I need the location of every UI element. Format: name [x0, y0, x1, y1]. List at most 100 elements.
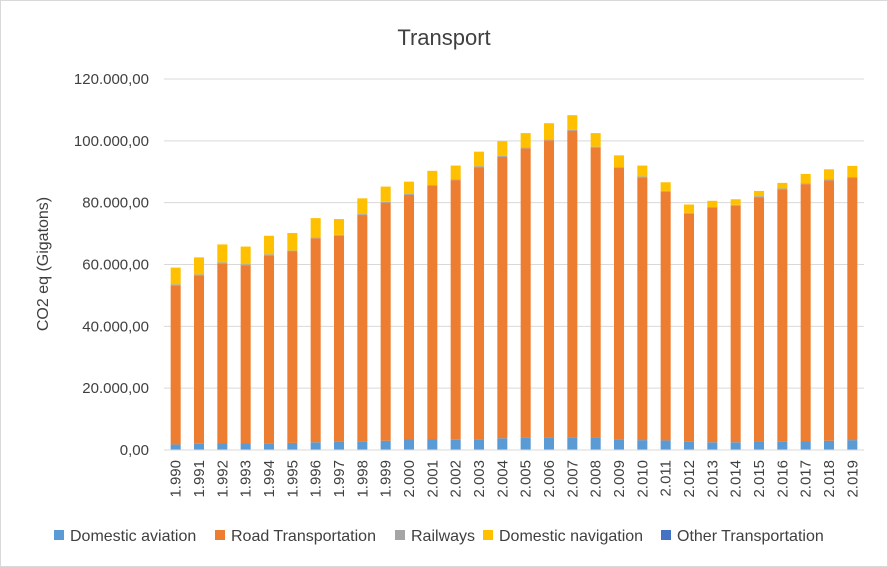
bar-segment	[800, 173, 811, 184]
bar-segment	[777, 189, 788, 442]
x-tick-label: 2.009	[611, 460, 628, 498]
bar-segment	[567, 129, 578, 131]
bar-segment	[217, 263, 228, 444]
bar-segment	[613, 168, 625, 440]
legend-label: Domestic navigation	[499, 528, 643, 545]
bar-segment	[590, 437, 601, 450]
bar-segment	[847, 440, 858, 450]
bar-segment	[637, 177, 648, 441]
gridlines	[164, 78, 864, 389]
bar-segment	[707, 442, 718, 450]
chart-title: Transport	[397, 25, 490, 50]
legend-label: Railways	[411, 528, 475, 545]
x-tick-label: 2.013	[704, 460, 721, 498]
y-tick-label: 20.000,00	[82, 380, 149, 397]
bar-segment	[590, 147, 601, 438]
bar-segment	[730, 199, 741, 205]
bar-segment	[613, 439, 625, 450]
x-tick-label: 1.994	[261, 460, 278, 498]
bar-segment	[403, 181, 415, 195]
x-tick-label: 2.018	[821, 460, 838, 498]
bar-segment	[403, 439, 415, 450]
x-tick-label: 2.016	[774, 460, 791, 498]
bar-segment	[333, 219, 345, 235]
bar-segment	[543, 123, 555, 140]
bar-segment	[637, 165, 648, 177]
bar-segment	[310, 218, 321, 238]
bar-segment	[427, 170, 438, 186]
bars	[170, 115, 858, 450]
bar-segment	[753, 197, 765, 442]
y-tick-label: 60.000,00	[82, 257, 149, 274]
bar-segment	[520, 133, 531, 148]
x-tick-label: 1.992	[214, 460, 231, 498]
bar-segment	[263, 255, 275, 444]
bar-segment	[590, 133, 601, 147]
bar-segment	[193, 275, 205, 444]
bar-segment	[217, 443, 228, 450]
bar-segment	[520, 148, 531, 438]
legend-label: Other Transportation	[677, 528, 824, 545]
bar-segment	[240, 265, 251, 444]
x-tick-label: 1.995	[284, 460, 301, 498]
bar-segment	[497, 155, 508, 157]
bar-segment	[777, 182, 788, 189]
bar-segment	[637, 176, 648, 178]
x-tick-label: 1.991	[191, 460, 208, 498]
bar-segment	[800, 183, 811, 185]
bar-segment	[450, 179, 461, 181]
bar-segment	[520, 437, 531, 450]
bar-segment	[520, 147, 531, 149]
bar-segment	[380, 440, 391, 450]
bar-segment	[800, 441, 811, 450]
legend-swatch	[661, 530, 671, 540]
bar-segment	[357, 214, 368, 216]
bar-segment	[473, 151, 485, 167]
legend-label: Domestic aviation	[70, 528, 196, 545]
bar-segment	[567, 437, 578, 450]
bar-segment	[683, 213, 695, 442]
bar-segment	[823, 440, 835, 450]
legend-swatch	[215, 530, 225, 540]
y-axis-label: CO2 eq (Gigatons)	[35, 197, 52, 331]
y-axis-ticks: 0,00 20.000,00 40.000,00 60.000,00 80.000,00…	[74, 71, 149, 459]
x-tick-label: 2.004	[494, 460, 511, 498]
x-tick-label: 2.019	[844, 460, 861, 498]
bar-segment	[543, 139, 555, 141]
bar-segment	[707, 206, 718, 208]
x-tick-label: 2.014	[728, 460, 745, 498]
bar-segment	[380, 201, 391, 203]
bar-segment	[730, 204, 741, 206]
bar-segment	[613, 155, 625, 168]
x-tick-label: 2.012	[681, 460, 698, 498]
bar-segment	[497, 438, 508, 450]
bar-segment	[427, 185, 438, 186]
y-tick-label: 40.000,00	[82, 318, 149, 335]
bar-segment	[193, 257, 205, 275]
x-tick-label: 2.008	[588, 460, 605, 498]
legend-label: Road Transportation	[231, 528, 376, 545]
bar-segment	[777, 188, 788, 190]
bar-segment	[730, 205, 741, 443]
bar-segment	[193, 443, 205, 450]
bar-segment	[637, 440, 648, 450]
y-tick-label: 0,00	[120, 442, 149, 459]
bar-segment	[287, 250, 298, 252]
bar-segment	[170, 267, 181, 285]
bar-segment	[357, 198, 368, 215]
bar-segment	[380, 186, 391, 202]
bar-segment	[753, 196, 765, 198]
bar-segment	[847, 165, 858, 178]
legend-swatch	[395, 530, 405, 540]
bar-segment	[707, 200, 718, 207]
bar-segment	[660, 440, 671, 450]
bar-segment	[240, 246, 251, 265]
y-tick-label: 80.000,00	[82, 195, 149, 212]
x-tick-label: 2.017	[798, 460, 815, 498]
legend-swatch	[54, 530, 64, 540]
bar-segment	[287, 232, 298, 251]
bar-segment	[450, 180, 461, 440]
x-tick-label: 1.999	[378, 460, 395, 498]
bar-segment	[823, 169, 835, 180]
bar-segment	[777, 441, 788, 450]
